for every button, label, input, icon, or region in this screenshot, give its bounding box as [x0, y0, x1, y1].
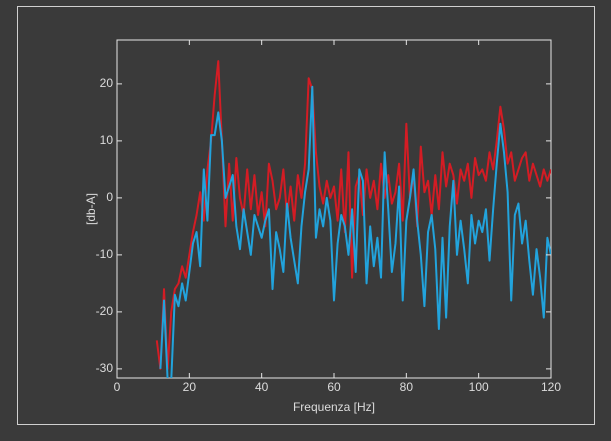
- x-tick-label: 40: [255, 380, 269, 394]
- y-tick-label: 20: [100, 76, 114, 90]
- x-tick-label: 60: [327, 380, 341, 394]
- lines: [155, 60, 551, 378]
- x-tick-label: 120: [541, 380, 561, 394]
- y-tick-label: 10: [100, 133, 114, 147]
- y-tick-label: -30: [96, 361, 114, 375]
- y-axis-label: [db-A]: [84, 193, 98, 225]
- x-axis-label: Frequenza [Hz]: [293, 400, 375, 414]
- x-tick-label: 0: [114, 380, 121, 394]
- frame: [17, 6, 595, 425]
- y-tick-label: -20: [96, 304, 114, 318]
- x-tick-label: 80: [400, 380, 414, 394]
- series-line: [159, 85, 551, 378]
- y-tick-label: 0: [106, 190, 113, 204]
- x-tick-label: 20: [183, 380, 197, 394]
- x-tick-label: 100: [469, 380, 489, 394]
- y-tick-label: -10: [96, 247, 114, 261]
